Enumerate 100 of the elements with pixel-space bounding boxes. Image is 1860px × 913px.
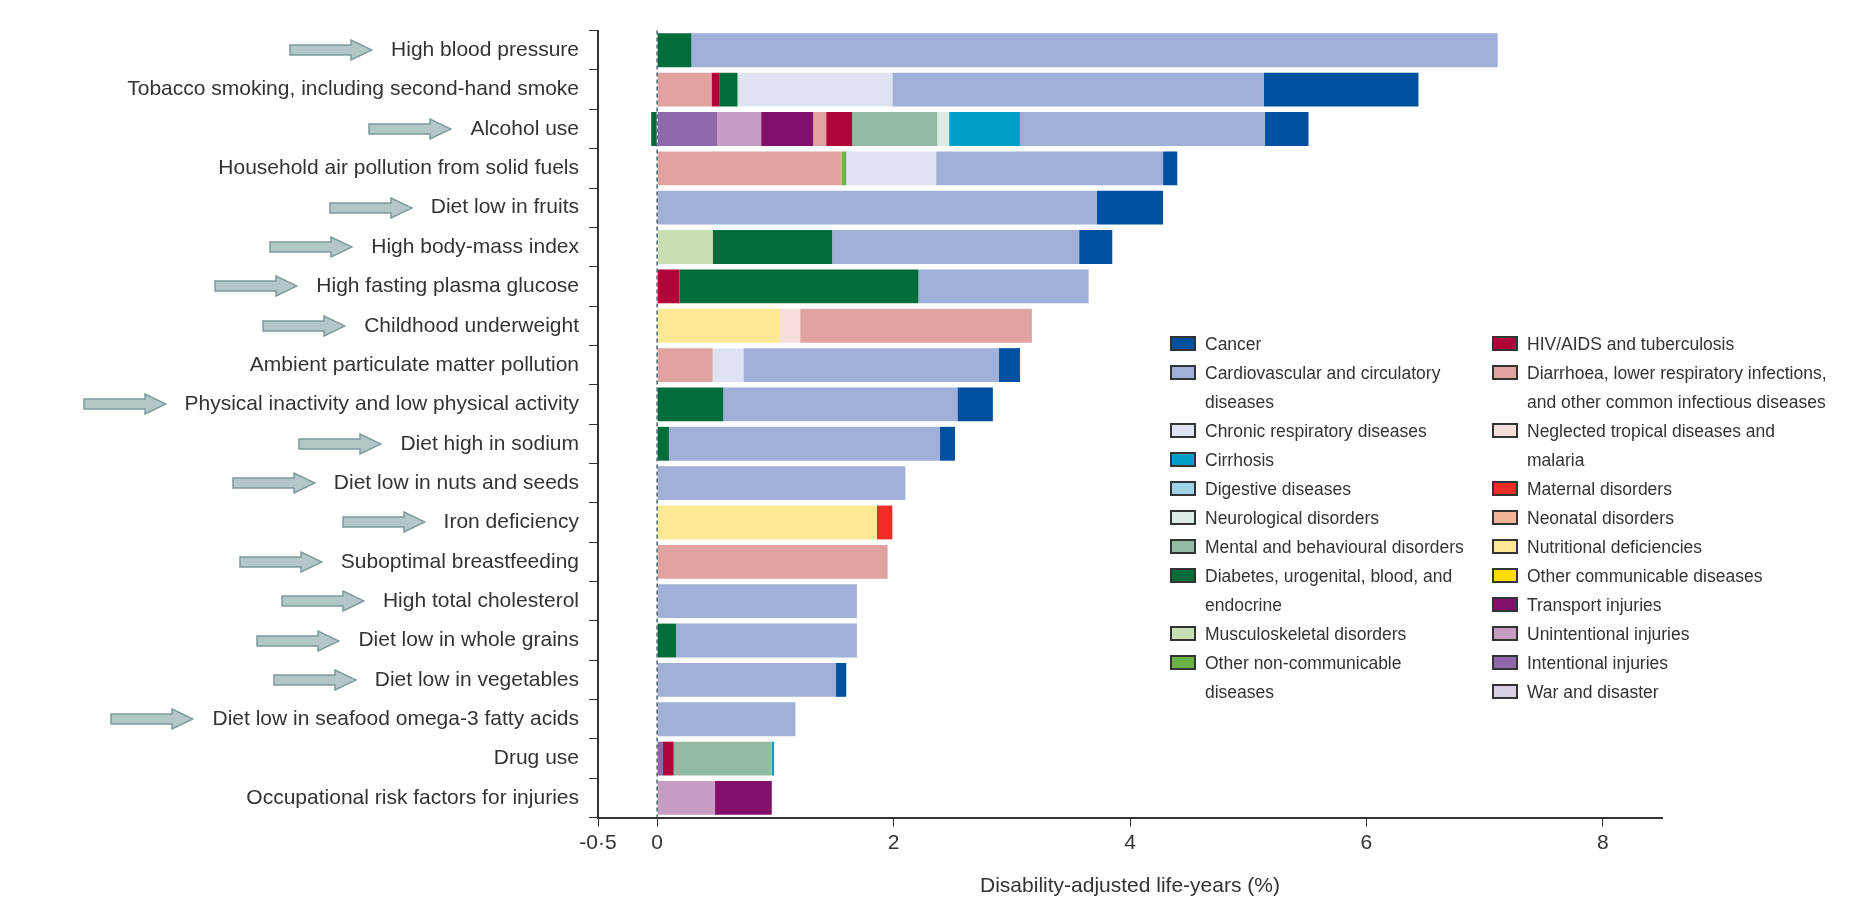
bar bbox=[663, 741, 674, 776]
bar bbox=[1264, 112, 1309, 146]
bar bbox=[719, 72, 738, 107]
x-tick-label: 6 bbox=[1360, 830, 1373, 853]
bar bbox=[846, 151, 937, 186]
bar bbox=[668, 426, 940, 461]
bar bbox=[1096, 190, 1164, 225]
bar bbox=[657, 72, 712, 107]
legend-label: Musculoskeletal disorders bbox=[1205, 623, 1407, 646]
legend-label: Diabetes, urogenital, blood, and endocrine bbox=[1205, 565, 1454, 617]
bar bbox=[835, 662, 847, 697]
bar bbox=[657, 230, 713, 264]
legend-label: Diarrhoea, lower respiratory infections, and other common infectious diseases bbox=[1527, 362, 1828, 414]
bar bbox=[723, 387, 958, 422]
y-tick-label: Diet low in nuts and seeds bbox=[333, 469, 579, 493]
y-tick-label: Suboptimal breastfeeding bbox=[340, 548, 579, 572]
bar bbox=[657, 33, 692, 68]
legend-label: Neurological disorders bbox=[1205, 507, 1380, 530]
bar bbox=[1263, 72, 1419, 107]
legend-label: HIV/AIDS and tuberculosis bbox=[1527, 333, 1735, 356]
bar bbox=[657, 466, 906, 501]
y-tick-label: Tobacco smoking, including second-hand smoke bbox=[127, 76, 579, 100]
y-tick-label: High fasting plasma glucose bbox=[316, 273, 579, 297]
bar bbox=[761, 112, 814, 146]
y-tick-label: Diet high in sodium bbox=[400, 430, 579, 454]
bar bbox=[657, 112, 718, 146]
bar bbox=[937, 112, 950, 146]
x-tick-label: 2 bbox=[887, 830, 900, 853]
legend-label: Cirrhosis bbox=[1205, 449, 1275, 472]
bar bbox=[813, 112, 827, 146]
bar bbox=[918, 269, 1089, 304]
bar bbox=[657, 662, 836, 697]
bar bbox=[715, 781, 772, 815]
bar bbox=[737, 72, 893, 107]
bar bbox=[852, 112, 938, 146]
legend-label: Maternal disorders bbox=[1527, 478, 1672, 501]
y-tick-label: Childhood underweight bbox=[364, 312, 580, 336]
bar bbox=[743, 348, 999, 382]
y-tick-label: High body-mass index bbox=[371, 233, 580, 257]
y-tick-label: Diet low in vegetables bbox=[374, 666, 579, 690]
legend-label: Other communicable diseases bbox=[1527, 565, 1763, 588]
legend-label: Cancer bbox=[1205, 333, 1262, 356]
bar bbox=[673, 741, 772, 776]
legend-label: Nutritional deficiencies bbox=[1527, 536, 1703, 559]
bar bbox=[691, 33, 1498, 68]
legend-label: Mental and behavioural disorders bbox=[1205, 536, 1464, 559]
bar bbox=[780, 308, 801, 343]
bar bbox=[657, 505, 877, 540]
y-tick-label: Drug use bbox=[493, 745, 579, 769]
bar bbox=[939, 426, 956, 461]
bar bbox=[1020, 112, 1265, 146]
y-tick-label: Diet low in seafood omega-3 fatty acids bbox=[212, 706, 579, 730]
legend-label: Neglected tropical diseases and malaria bbox=[1527, 420, 1777, 472]
bar bbox=[877, 505, 893, 540]
bar bbox=[711, 72, 720, 107]
bar bbox=[657, 269, 680, 304]
x-axis-title: Disability-adjusted life-years (%) bbox=[980, 873, 1280, 897]
bar bbox=[949, 112, 1021, 146]
bar bbox=[676, 623, 857, 658]
bar bbox=[936, 151, 1164, 186]
bar bbox=[679, 269, 919, 304]
bar bbox=[657, 544, 888, 579]
legend-label: Neonatal disorders bbox=[1527, 507, 1674, 530]
y-tick-label: Physical inactivity and low physical activity bbox=[184, 391, 580, 415]
bar bbox=[892, 72, 1264, 107]
y-tick-label: Iron deficiency bbox=[443, 509, 580, 533]
y-tick-label: Ambient particulate matter pollution bbox=[249, 351, 579, 375]
bar bbox=[717, 112, 762, 146]
bar bbox=[657, 623, 677, 658]
bar bbox=[800, 308, 1032, 343]
legend-label: Chronic respiratory diseases bbox=[1205, 420, 1427, 443]
bar bbox=[712, 348, 744, 382]
y-tick-label: Alcohol use bbox=[470, 115, 579, 139]
bar bbox=[957, 387, 993, 422]
y-tick-label: Household air pollution from solid fuels bbox=[218, 155, 579, 179]
bar bbox=[998, 348, 1021, 382]
bar bbox=[657, 151, 842, 186]
legend-label: Transport injuries bbox=[1527, 594, 1662, 617]
legend-label: War and disaster bbox=[1527, 681, 1659, 704]
x-tick-label: 4 bbox=[1124, 830, 1137, 853]
x-tick-label: -0·5 bbox=[579, 830, 617, 853]
y-tick-label: Diet low in fruits bbox=[430, 194, 579, 218]
bar bbox=[1163, 151, 1178, 186]
bar bbox=[657, 426, 669, 461]
bar bbox=[657, 348, 713, 382]
legend-label: Cardiovascular and circulatory diseases bbox=[1205, 362, 1442, 414]
legend-label: Digestive diseases bbox=[1205, 478, 1351, 501]
legend-label: Other non-communicable diseases bbox=[1205, 652, 1403, 704]
legend-label: Intentional injuries bbox=[1527, 652, 1669, 675]
bar bbox=[651, 112, 657, 146]
bar bbox=[826, 112, 853, 146]
y-tick-label: Occupational risk factors for injuries bbox=[246, 784, 579, 808]
y-tick-label: High blood pressure bbox=[391, 37, 579, 61]
bar bbox=[657, 308, 781, 343]
y-tick-label: High total cholesterol bbox=[382, 587, 579, 611]
bar bbox=[712, 230, 833, 264]
bar bbox=[657, 190, 1097, 225]
bar bbox=[657, 584, 857, 619]
bar bbox=[657, 387, 724, 422]
bar bbox=[657, 781, 716, 815]
